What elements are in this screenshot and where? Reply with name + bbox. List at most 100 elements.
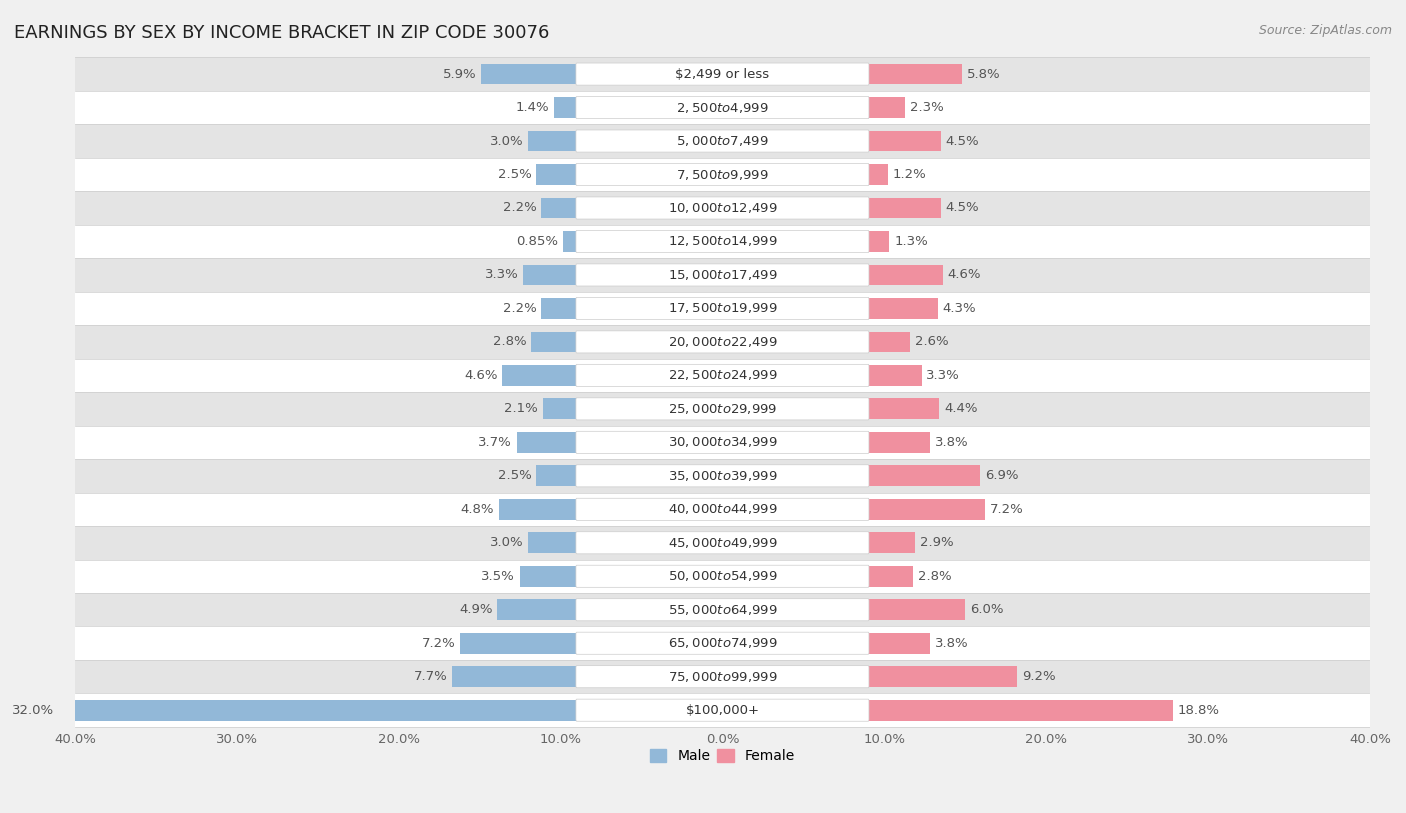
Bar xyxy=(562,231,576,252)
Text: $50,000 to $54,999: $50,000 to $54,999 xyxy=(668,569,778,583)
Bar xyxy=(75,91,1369,124)
Text: 6.0%: 6.0% xyxy=(970,603,1004,616)
Text: 2.1%: 2.1% xyxy=(505,402,538,415)
FancyBboxPatch shape xyxy=(576,298,869,320)
Bar xyxy=(868,633,929,654)
Text: 18.8%: 18.8% xyxy=(1177,704,1219,717)
Bar xyxy=(868,264,942,285)
Text: 2.9%: 2.9% xyxy=(920,537,953,550)
Text: $100,000+: $100,000+ xyxy=(686,704,759,717)
Text: $25,000 to $29,999: $25,000 to $29,999 xyxy=(668,402,778,416)
Text: Source: ZipAtlas.com: Source: ZipAtlas.com xyxy=(1258,24,1392,37)
Bar xyxy=(529,131,576,151)
Text: $22,500 to $24,999: $22,500 to $24,999 xyxy=(668,368,778,382)
Text: 2.6%: 2.6% xyxy=(915,336,949,349)
Bar xyxy=(75,593,1369,627)
Text: $65,000 to $74,999: $65,000 to $74,999 xyxy=(668,637,778,650)
Bar xyxy=(868,398,939,420)
Bar xyxy=(529,533,576,553)
Text: 0.85%: 0.85% xyxy=(516,235,558,248)
Bar xyxy=(868,63,962,85)
Text: $17,500 to $19,999: $17,500 to $19,999 xyxy=(668,302,778,315)
Bar xyxy=(499,499,576,520)
Text: 4.5%: 4.5% xyxy=(946,202,980,215)
Bar xyxy=(59,700,576,720)
Legend: Male, Female: Male, Female xyxy=(644,744,801,769)
Text: 2.8%: 2.8% xyxy=(918,570,952,583)
Text: 4.6%: 4.6% xyxy=(948,268,981,281)
Bar xyxy=(517,432,576,453)
Text: $20,000 to $22,499: $20,000 to $22,499 xyxy=(668,335,778,349)
Bar xyxy=(536,164,576,185)
FancyBboxPatch shape xyxy=(576,565,869,587)
Bar xyxy=(523,264,576,285)
Bar xyxy=(75,224,1369,259)
Bar xyxy=(75,459,1369,493)
Bar xyxy=(75,392,1369,426)
Text: 3.8%: 3.8% xyxy=(935,637,969,650)
Text: 7.2%: 7.2% xyxy=(422,637,456,650)
Text: 4.9%: 4.9% xyxy=(458,603,492,616)
Text: 4.6%: 4.6% xyxy=(464,369,498,382)
Text: $55,000 to $64,999: $55,000 to $64,999 xyxy=(668,602,778,617)
Bar xyxy=(536,466,576,486)
Text: 1.4%: 1.4% xyxy=(516,101,550,114)
FancyBboxPatch shape xyxy=(576,598,869,621)
Text: 3.8%: 3.8% xyxy=(935,436,969,449)
Bar xyxy=(541,198,576,219)
Text: 5.8%: 5.8% xyxy=(967,67,1001,80)
Bar xyxy=(868,599,966,620)
Text: $12,500 to $14,999: $12,500 to $14,999 xyxy=(668,234,778,249)
Bar xyxy=(453,667,576,687)
Text: $30,000 to $34,999: $30,000 to $34,999 xyxy=(668,435,778,450)
Bar xyxy=(543,398,576,420)
Text: 2.5%: 2.5% xyxy=(498,469,531,482)
Text: $10,000 to $12,499: $10,000 to $12,499 xyxy=(668,201,778,215)
Text: $2,499 or less: $2,499 or less xyxy=(675,67,769,80)
Text: 2.3%: 2.3% xyxy=(910,101,943,114)
Bar xyxy=(75,693,1369,727)
FancyBboxPatch shape xyxy=(576,97,869,119)
FancyBboxPatch shape xyxy=(576,699,869,721)
FancyBboxPatch shape xyxy=(576,364,869,386)
Bar xyxy=(75,325,1369,359)
Bar xyxy=(75,259,1369,292)
Bar xyxy=(868,231,889,252)
Bar xyxy=(868,533,915,553)
Text: 2.2%: 2.2% xyxy=(502,202,536,215)
Text: 4.4%: 4.4% xyxy=(945,402,977,415)
FancyBboxPatch shape xyxy=(576,398,869,420)
Bar xyxy=(868,432,929,453)
Bar xyxy=(502,365,576,385)
Bar xyxy=(75,493,1369,526)
Text: 3.0%: 3.0% xyxy=(489,537,523,550)
FancyBboxPatch shape xyxy=(576,130,869,152)
Bar xyxy=(75,58,1369,91)
Bar xyxy=(868,198,941,219)
Text: 5.9%: 5.9% xyxy=(443,67,477,80)
Text: 6.9%: 6.9% xyxy=(984,469,1018,482)
Text: $75,000 to $99,999: $75,000 to $99,999 xyxy=(668,670,778,684)
Text: 2.2%: 2.2% xyxy=(502,302,536,315)
Text: $2,500 to $4,999: $2,500 to $4,999 xyxy=(676,101,769,115)
Bar xyxy=(75,426,1369,459)
Text: $5,000 to $7,499: $5,000 to $7,499 xyxy=(676,134,769,148)
Bar xyxy=(868,131,941,151)
Bar xyxy=(520,566,576,587)
Bar xyxy=(75,158,1369,191)
Bar xyxy=(75,124,1369,158)
Bar xyxy=(75,191,1369,224)
Bar xyxy=(75,359,1369,392)
Text: 3.3%: 3.3% xyxy=(485,268,519,281)
Bar xyxy=(75,559,1369,593)
Text: 7.2%: 7.2% xyxy=(990,502,1024,515)
Text: 4.8%: 4.8% xyxy=(461,502,494,515)
FancyBboxPatch shape xyxy=(576,163,869,185)
Bar xyxy=(498,599,576,620)
Bar xyxy=(531,332,576,352)
Text: 7.7%: 7.7% xyxy=(413,670,447,683)
Bar xyxy=(868,566,914,587)
FancyBboxPatch shape xyxy=(576,264,869,286)
Bar xyxy=(868,98,905,118)
Text: 4.3%: 4.3% xyxy=(942,302,976,315)
